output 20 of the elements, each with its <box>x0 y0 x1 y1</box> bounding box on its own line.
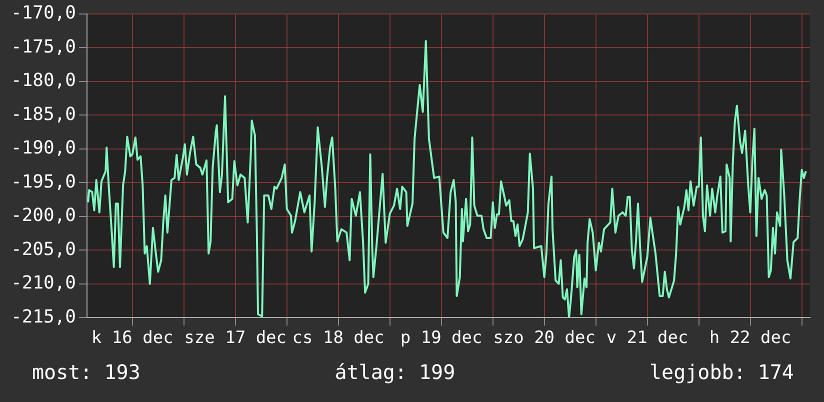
y-tick-label: -170,0 <box>10 2 76 24</box>
text: most: 193 <box>32 360 140 384</box>
x-tick-label: szo 20 dec <box>493 328 596 348</box>
text: átlag: 199 <box>334 360 456 384</box>
x-tick-label: sze 17 dec <box>184 328 287 348</box>
x-tick-label: h 22 dec <box>709 328 792 348</box>
y-tick-label: -185,0 <box>10 104 76 125</box>
text: legjobb: 174 <box>649 360 794 384</box>
x-tick-label: v 21 dec <box>606 328 688 348</box>
y-tick-label: -205,0 <box>10 238 76 260</box>
y-tick-label: -200,0 <box>10 205 76 226</box>
x-tick-label: cs 18 dec <box>292 328 384 348</box>
x-tick-label: k 16 dec <box>91 328 174 348</box>
y-tick-label: -175,0 <box>10 36 76 58</box>
y-tick-label: -210,0 <box>10 272 76 294</box>
y-tick-label: -190,0 <box>10 138 76 159</box>
x-tick-label: p 19 dec <box>400 328 482 348</box>
y-tick-label: -180,0 <box>10 70 76 92</box>
y-tick-label: -195,0 <box>10 171 76 192</box>
y-tick-label: -215,0 <box>10 306 76 328</box>
